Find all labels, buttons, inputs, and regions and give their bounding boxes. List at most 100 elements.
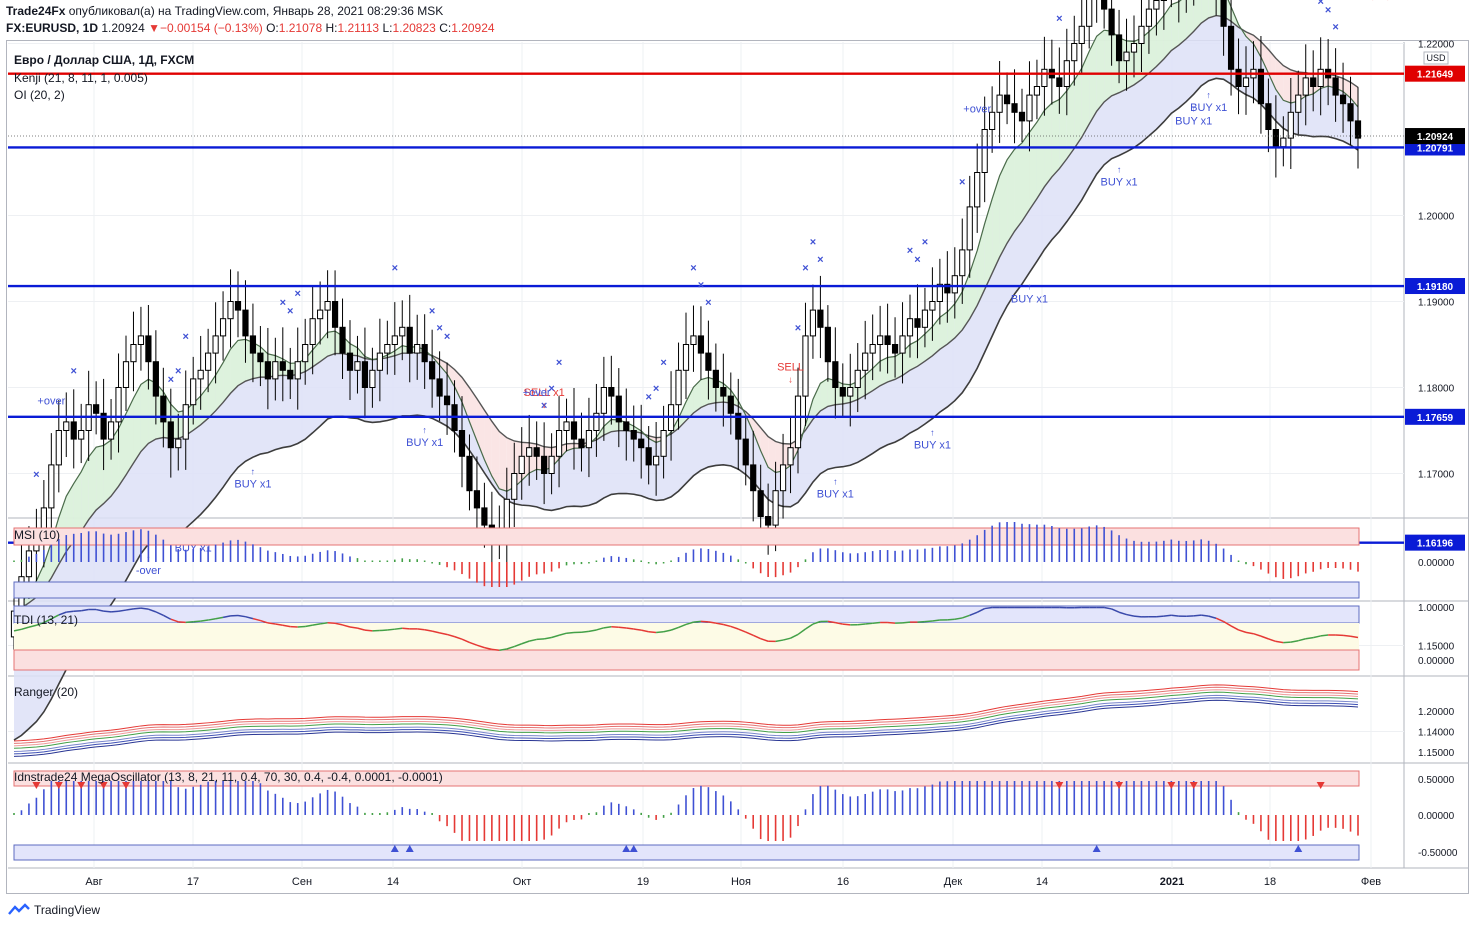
tdi-line-segment [1126, 613, 1135, 617]
candle-body [70, 421, 77, 440]
signal-cross-icon: × [660, 357, 666, 369]
trend-zone-fill [700, 377, 709, 408]
buy-signal-label: BUY x1 [1190, 102, 1227, 114]
candle-body [219, 318, 227, 337]
trend-zone-fill [215, 362, 224, 411]
tdi-line-segment [954, 617, 963, 621]
candle-body [317, 309, 324, 320]
candle-body [175, 438, 182, 449]
sell-arrow-icon: ↓ [1371, 0, 1376, 2]
footer-brand[interactable]: TradingView [8, 903, 100, 917]
sell-signal-label: SELL x2 [1367, 0, 1408, 3]
candle-body [518, 455, 525, 474]
trend-zone-fill [895, 351, 903, 380]
candle-body [548, 455, 555, 474]
trend-zone-fill [81, 456, 89, 532]
tdi-line-segment [566, 631, 575, 634]
candle-body [1354, 120, 1362, 139]
x-tick-label: 2021 [1160, 876, 1184, 888]
tdi-line-segment [902, 621, 911, 624]
tdi-line-segment [13, 628, 22, 632]
candle-body [817, 309, 824, 328]
tdi-line-segment [1245, 631, 1254, 635]
price-level-label: 1.20791 [1417, 143, 1454, 154]
tdi-line-segment [752, 634, 761, 640]
tdi-line-segment [185, 620, 194, 624]
trend-zone-fill [1074, 68, 1082, 149]
candle-body [772, 490, 779, 526]
candle-body [541, 455, 548, 474]
buy-signal-label: BUY x1 [1101, 177, 1138, 189]
mega-sell-triangle-icon [77, 782, 86, 789]
mega-buy-triangle-icon [1092, 845, 1101, 852]
symbol-label[interactable]: FX:EURUSD, 1D [6, 21, 99, 35]
y-tick-label: 1.22000 [1418, 40, 1455, 51]
candle-body [959, 249, 966, 277]
tdi-line-segment [618, 626, 627, 629]
trend-zone-fill [1201, 0, 1209, 24]
trend-zone-fill [566, 443, 574, 451]
signal-cross-icon: × [436, 323, 442, 335]
tdi-line-segment [342, 624, 351, 628]
tdi-line-segment [745, 631, 754, 636]
tdi-line-segment [775, 639, 784, 643]
candle-body [466, 455, 473, 492]
tdi-line-segment [842, 623, 851, 626]
tdi-line-segment [282, 624, 291, 628]
mega-buy-triangle-icon [390, 845, 399, 852]
trend-zone-fill [73, 471, 82, 542]
price-change: −0.00154 (−0.13%) [159, 21, 263, 35]
candle-body [55, 430, 62, 466]
signal-cross-icon: × [914, 254, 920, 266]
tdi-line-segment [1171, 614, 1179, 617]
tdi-line-segment [551, 634, 560, 639]
tdi-line-segment [1268, 638, 1277, 643]
candle-body [787, 447, 794, 466]
author-name[interactable]: Trade24Fx [6, 4, 66, 18]
tdi-line-segment [95, 608, 104, 612]
tdi-line-segment [581, 630, 590, 634]
last-price: 1.20924 [101, 21, 145, 35]
candle-body [1235, 68, 1242, 88]
buy-signal-label: -over [136, 565, 161, 577]
trend-zone-fill [1193, 0, 1202, 32]
candle-body [1123, 51, 1130, 62]
x-tick-label: Окт [513, 876, 532, 888]
trend-zone-fill [484, 410, 492, 477]
candle-body [533, 447, 540, 457]
candle-body [160, 395, 167, 423]
tdi-line-segment [499, 648, 507, 652]
candle-body [1071, 43, 1078, 62]
candle-body [727, 395, 734, 414]
candle-body [765, 516, 772, 526]
high-label: H: [325, 21, 338, 35]
signal-cross-icon: × [802, 262, 808, 274]
tdi-line-segment [327, 621, 336, 625]
candle-body [406, 326, 413, 354]
x-tick-label: Фев [1361, 876, 1381, 888]
low-value: 1.20823 [392, 21, 436, 35]
tdi-line-segment [506, 645, 515, 650]
signal-cross-icon: × [71, 366, 77, 378]
chart-frame[interactable] [6, 40, 1469, 894]
candle-body [1287, 111, 1294, 139]
tdi-line-segment [1305, 636, 1314, 640]
mega-sell-triangle-icon [1189, 782, 1198, 789]
tradingview-logo-icon [8, 903, 30, 915]
tdi-line-segment [252, 617, 261, 622]
y-tick-label: 1.14000 [1418, 728, 1455, 739]
candle-body [653, 455, 660, 466]
tdi-line-segment [723, 623, 731, 628]
candle-body [137, 335, 145, 345]
candle-body [593, 412, 600, 431]
trend-zone-fill [200, 386, 209, 425]
candle-body [1347, 103, 1354, 122]
signal-cross-icon: × [429, 305, 435, 317]
candle-body [376, 352, 383, 371]
candle-body [152, 361, 159, 397]
candle-body [443, 395, 451, 406]
trend-zone-fill [133, 384, 141, 464]
candle-body [1265, 103, 1272, 130]
tdi-line-segment [1350, 635, 1359, 639]
